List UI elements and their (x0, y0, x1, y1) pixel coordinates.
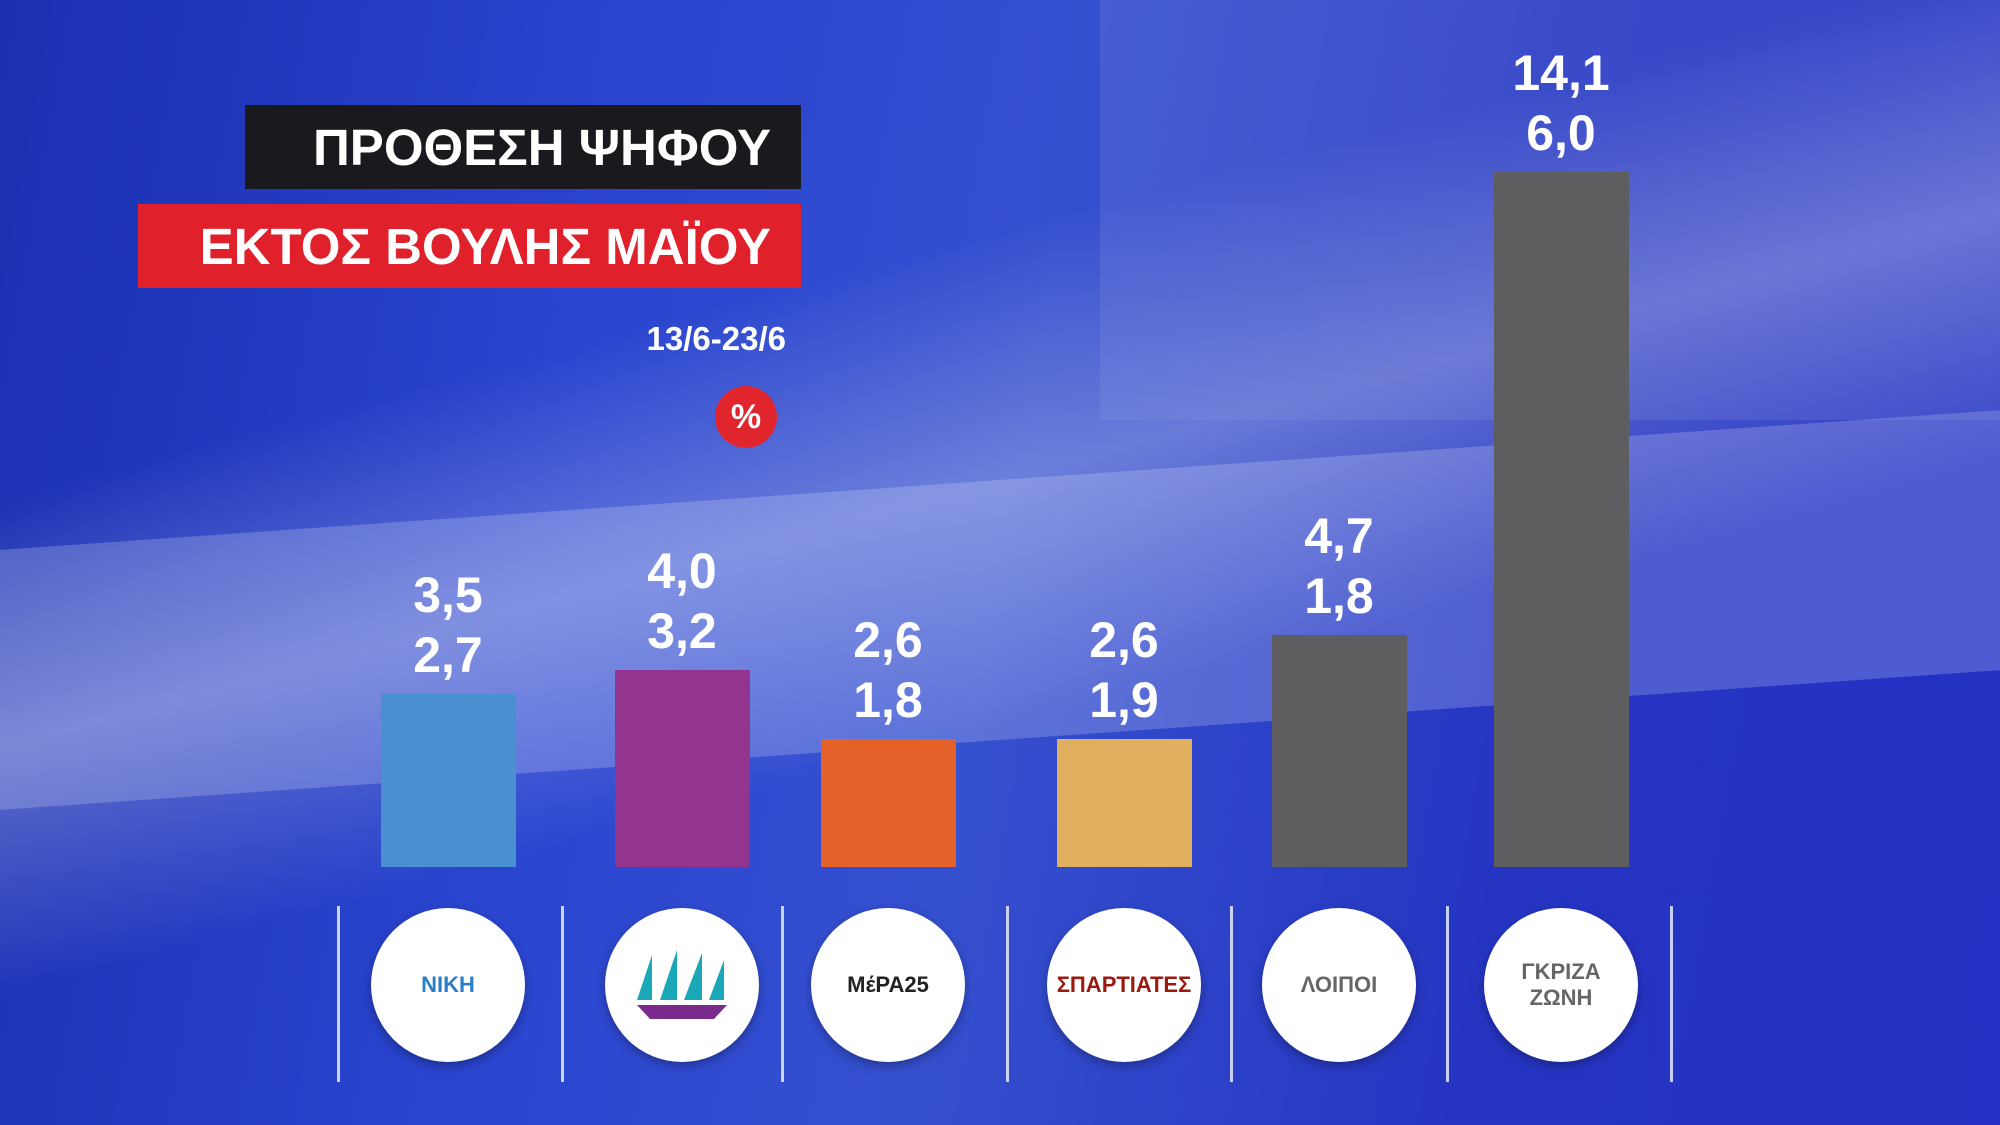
bar (380, 694, 516, 867)
title-box: ΠΡΟΘΕΣΗ ΨΗΦΟΥ (245, 105, 801, 189)
value-label: 3,2 (647, 602, 717, 659)
value-label: 2,6 (853, 611, 923, 668)
date: 13/6-23/6 (646, 320, 786, 357)
separator (781, 906, 784, 1082)
separator (561, 906, 564, 1082)
subtitle: ΕΚΤΟΣ ΒΟΥΛΗΣ ΜΑΪΟΥ (199, 217, 771, 275)
separator (1006, 906, 1009, 1082)
separator (1446, 906, 1449, 1082)
bar (1271, 635, 1407, 867)
party-logo: ΜέΡΑ25 (811, 908, 965, 1062)
party-logo: ΛΟΙΠΟΙ (1262, 908, 1416, 1062)
party-logo: ΓΚΡΙΖΑ ΖΩΝΗ (1484, 908, 1638, 1062)
party-logo (605, 908, 759, 1062)
bar (820, 738, 956, 867)
bar (1056, 738, 1192, 867)
value-label: 2,6 (1089, 611, 1159, 668)
value-label: 1,8 (1304, 568, 1374, 625)
title: ΠΡΟΘΕΣΗ ΨΗΦΟΥ (312, 118, 771, 176)
unit-badge: % (715, 386, 777, 448)
ship-icon (637, 950, 727, 1019)
party-logo: ΝΙΚΗ (371, 908, 525, 1062)
value-label: 14,1 (1512, 45, 1610, 101)
value-label: 1,8 (853, 671, 923, 728)
value-label: 3,5 (413, 567, 483, 624)
value-label: 4,0 (647, 542, 717, 599)
value-label: 4,7 (1304, 508, 1374, 565)
party-logo: ΣΠΑΡΤΙΑΤΕΣ (1047, 908, 1201, 1062)
value-label: 2,7 (413, 627, 483, 684)
separator (1230, 906, 1233, 1082)
value-label: 1,9 (1089, 671, 1159, 728)
separator (337, 906, 340, 1082)
value-label: 6,0 (1526, 105, 1596, 161)
separator (1670, 906, 1673, 1082)
bar (614, 669, 750, 867)
bar (1493, 172, 1629, 867)
subtitle-box: ΕΚΤΟΣ ΒΟΥΛΗΣ ΜΑΪΟΥ (138, 204, 801, 288)
